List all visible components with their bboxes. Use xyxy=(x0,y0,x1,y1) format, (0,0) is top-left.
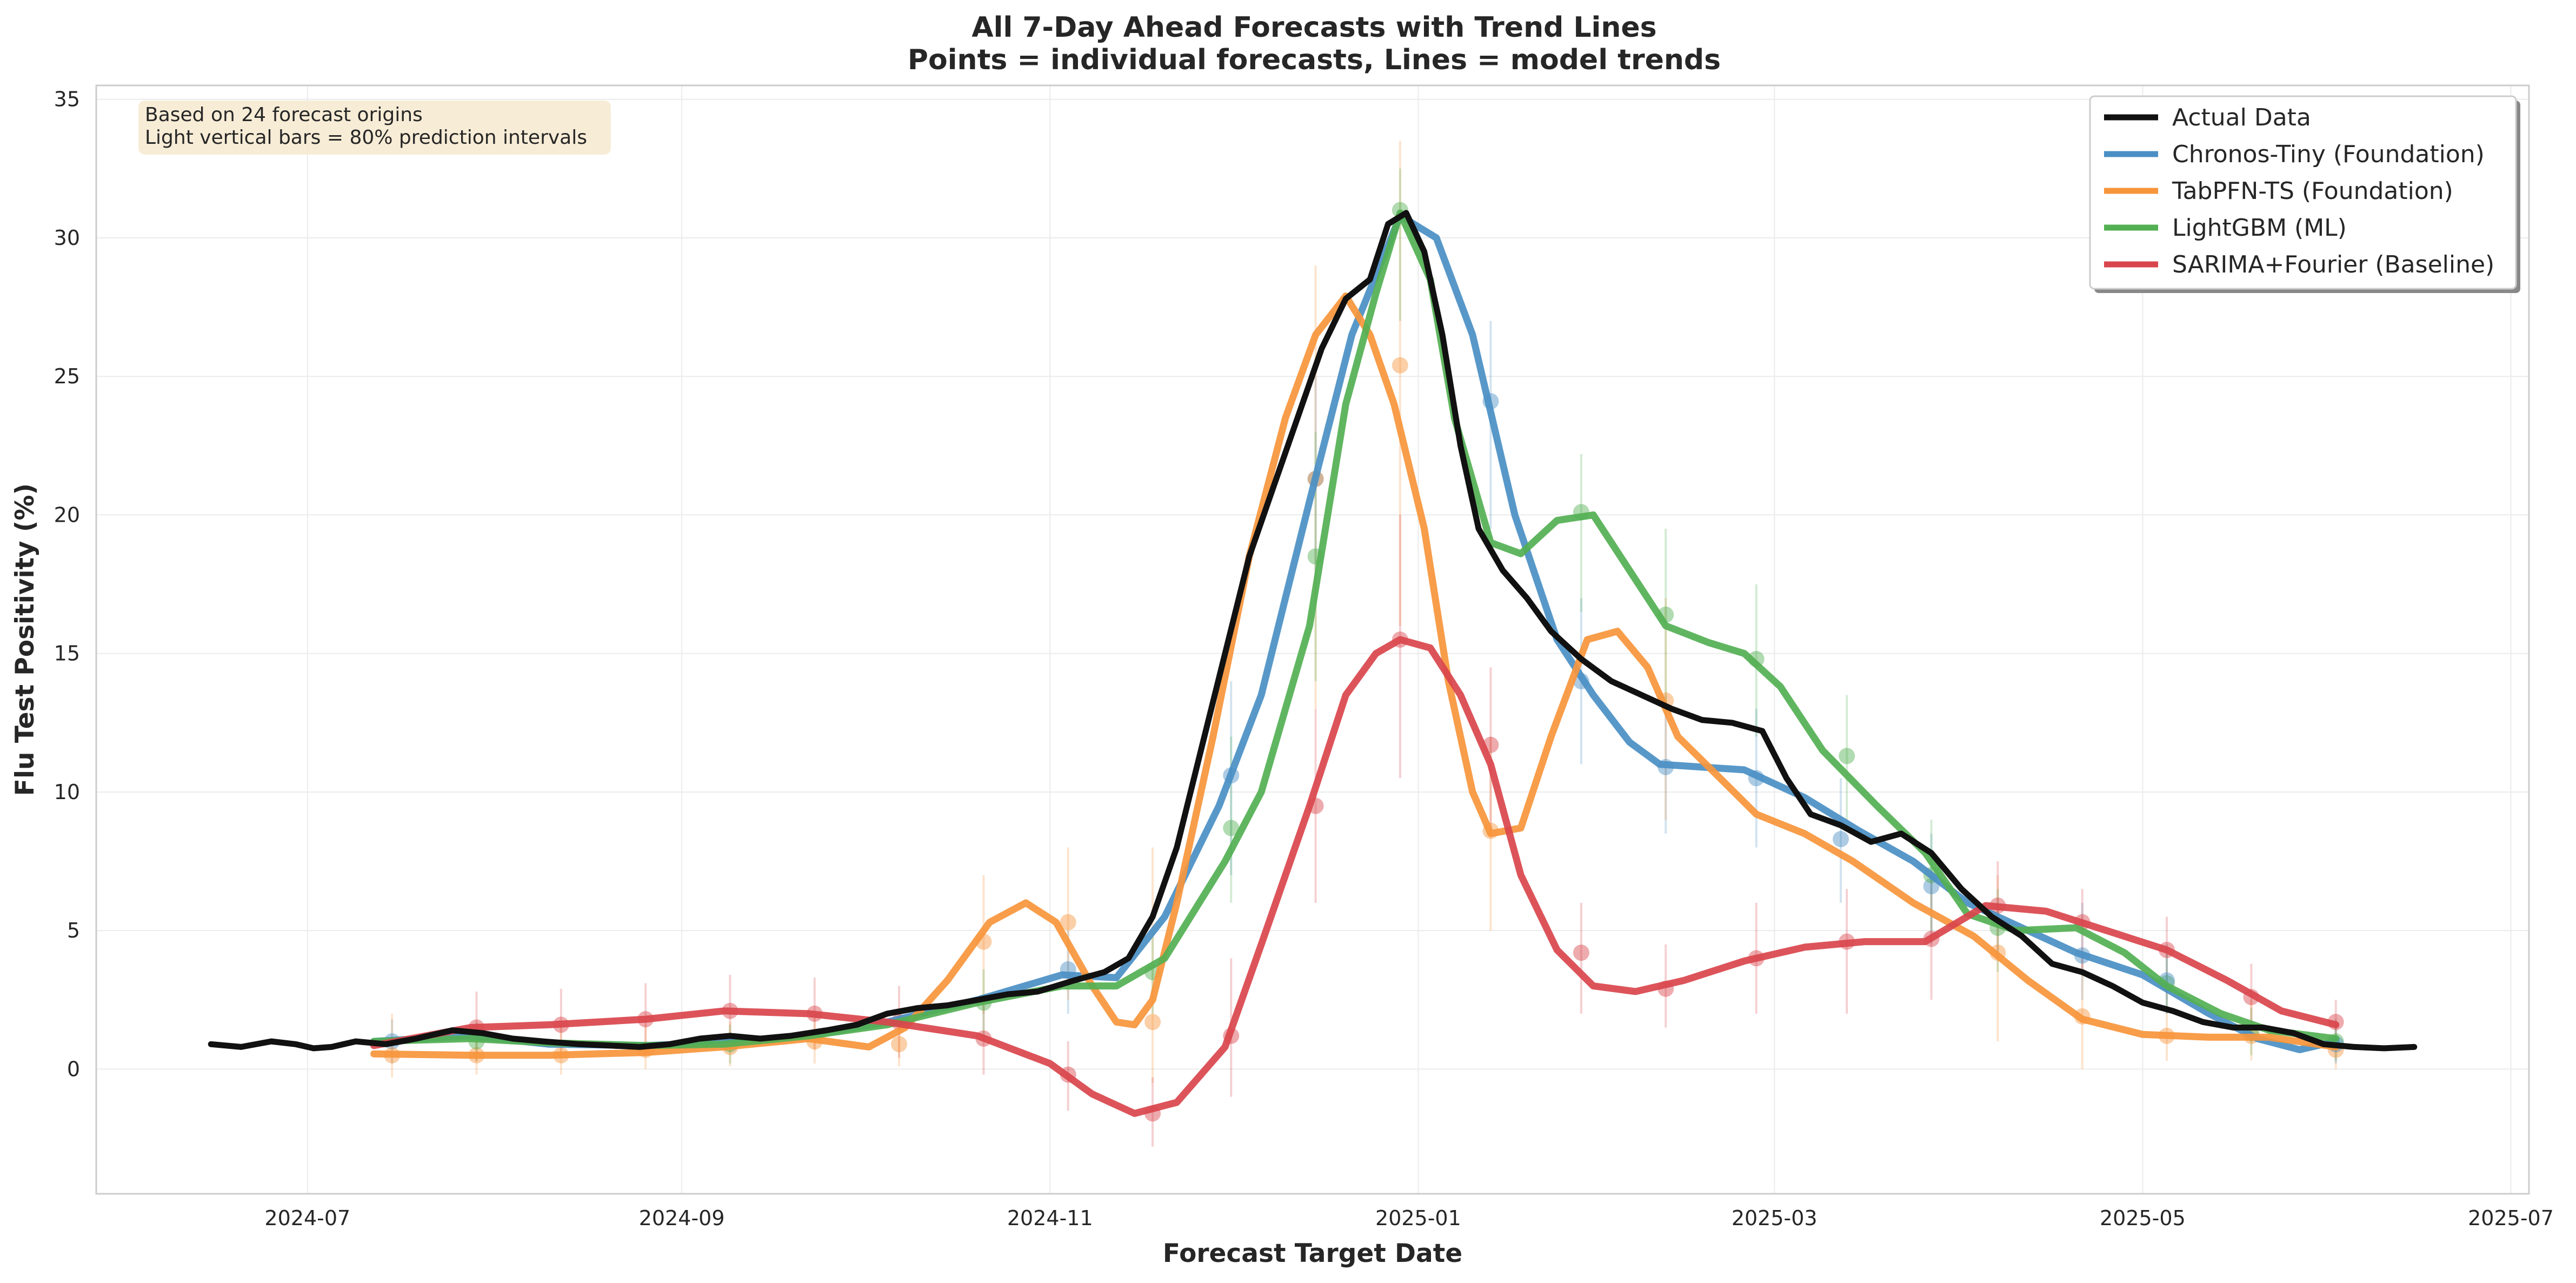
trend-lines xyxy=(208,209,2418,1117)
y-tick-label: 15 xyxy=(54,642,80,666)
forecast-point xyxy=(891,1036,908,1053)
x-tick-label: 2024-07 xyxy=(264,1206,350,1230)
legend-label: LightGBM (ML) xyxy=(2172,214,2347,242)
forecast-point xyxy=(1839,748,1855,765)
legend-items: Actual Data Chronos-Tiny (Foundation) TabP… xyxy=(2104,104,2494,278)
forecast-point xyxy=(1223,820,1240,836)
forecast-point xyxy=(1060,914,1076,930)
x-tick-label: 2025-07 xyxy=(2468,1206,2554,1230)
legend: Actual Data Chronos-Tiny (Foundation) TabP… xyxy=(2089,95,2520,293)
series-line-tabpfn-ts-foundation xyxy=(370,293,2340,1059)
legend-label: TabPFN-TS (Foundation) xyxy=(2172,177,2453,205)
forecast-point xyxy=(1573,945,1589,961)
annotation-line-1: Based on 24 forecast origins xyxy=(145,104,423,126)
x-tick-label: 2025-01 xyxy=(1375,1206,1461,1230)
x-tick-label: 2024-09 xyxy=(639,1206,725,1230)
plot-frame xyxy=(95,84,2530,1195)
series-line-sarima-fourier-baseline xyxy=(370,636,2340,1117)
y-tick-label: 20 xyxy=(54,503,80,527)
y-tick-label: 5 xyxy=(67,919,80,942)
annotation-box: Based on 24 forecast origins Light verti… xyxy=(138,101,611,155)
legend-label: Actual Data xyxy=(2172,104,2311,131)
y-tick-label: 30 xyxy=(54,226,80,250)
chart-subtitle: Points = individual forecasts, Lines = m… xyxy=(908,44,1721,76)
forecast-point xyxy=(1833,831,1849,847)
y-tick-label: 0 xyxy=(67,1057,80,1081)
x-tick-label: 2025-03 xyxy=(1732,1206,1818,1230)
forecast-point xyxy=(1392,357,1408,374)
axis-ticks: 2024-07 2024-09 2024-11 2025-01 2025-03 2025-… xyxy=(54,88,2554,1230)
series-line-actual-data xyxy=(208,210,2418,1052)
legend-box xyxy=(2089,95,2517,290)
y-tick-label: 35 xyxy=(54,88,80,111)
x-axis-title: Forecast Target Date xyxy=(1163,1239,1462,1268)
legend-label: Chronos-Tiny (Foundation) xyxy=(2172,141,2485,168)
forecast-point xyxy=(1144,1014,1161,1031)
x-tick-label: 2025-05 xyxy=(2100,1206,2186,1230)
y-axis-title: Flu Test Positivity (%) xyxy=(10,483,40,796)
annotation-background xyxy=(138,101,611,155)
y-tick-label: 10 xyxy=(54,780,80,804)
legend-label: SARIMA+Fourier (Baseline) xyxy=(2172,251,2494,278)
chart-title: All 7-Day Ahead Forecasts with Trend Lin… xyxy=(971,11,1656,44)
x-tick-label: 2024-11 xyxy=(1007,1206,1093,1230)
y-tick-label: 25 xyxy=(54,364,80,388)
annotation-line-2: Light vertical bars = 80% prediction int… xyxy=(145,127,587,149)
